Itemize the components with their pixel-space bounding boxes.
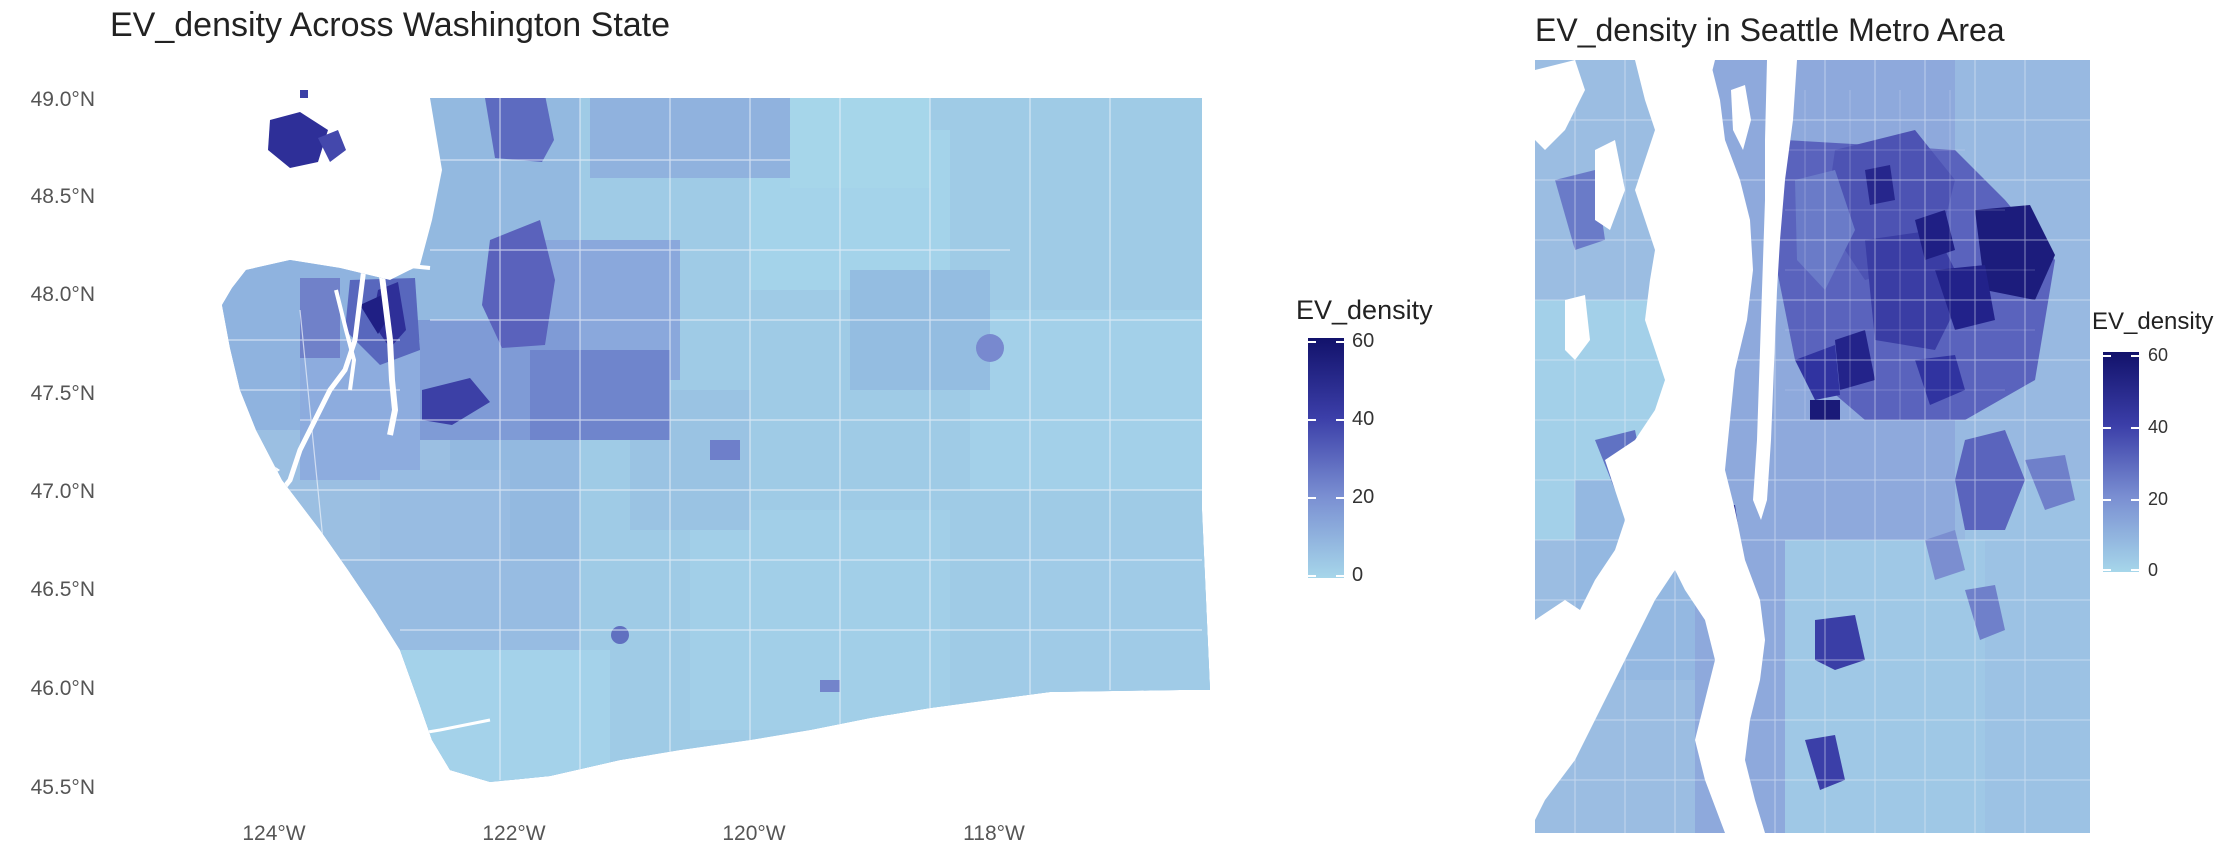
lon-tick-120w: 120°W (722, 822, 786, 845)
washington-state-map (222, 90, 1210, 782)
lat-tick-47-0: 47.0°N (30, 480, 95, 503)
state-legend-label-0: 0 (1352, 564, 1364, 586)
lat-tick-46-5: 46.5°N (30, 578, 95, 601)
metro-legend-label-20: 20 (2148, 489, 2169, 509)
metro-legend-title: EV_density (2092, 308, 2214, 335)
state-tracts (222, 98, 1210, 782)
metro-colorbar (2103, 352, 2139, 572)
lon-tick-118w: 118°W (963, 822, 1025, 845)
lat-tick-47-5: 47.5°N (30, 382, 95, 405)
state-legend-label-40: 40 (1352, 408, 1375, 430)
seattle-metro-map (1535, 60, 2090, 833)
lat-tick-49-0: 49.0°N (30, 88, 95, 111)
state-legend-title: EV_density (1296, 295, 1433, 325)
lat-tick-48-0: 48.0°N (30, 283, 95, 306)
lat-tick-48-5: 48.5°N (30, 185, 95, 208)
lon-tick-124w: 124°W (242, 822, 306, 845)
metro-map-title: EV_density in Seattle Metro Area (1535, 12, 2005, 48)
metro-legend-label-40: 40 (2148, 417, 2169, 437)
state-legend-label-20: 20 (1352, 486, 1375, 508)
state-legend-label-60: 60 (1352, 330, 1375, 352)
state-colorbar (1308, 338, 1344, 578)
san-juan-islands (268, 90, 346, 168)
state-map-title: EV_density Across Washington State (110, 6, 671, 44)
metro-legend-label-60: 60 (2148, 345, 2169, 365)
lat-tick-46-0: 46.0°N (30, 677, 95, 700)
metro-legend-label-0: 0 (2148, 560, 2159, 580)
lat-tick-45-5: 45.5°N (30, 776, 95, 799)
lon-tick-122w: 122°W (482, 822, 546, 845)
